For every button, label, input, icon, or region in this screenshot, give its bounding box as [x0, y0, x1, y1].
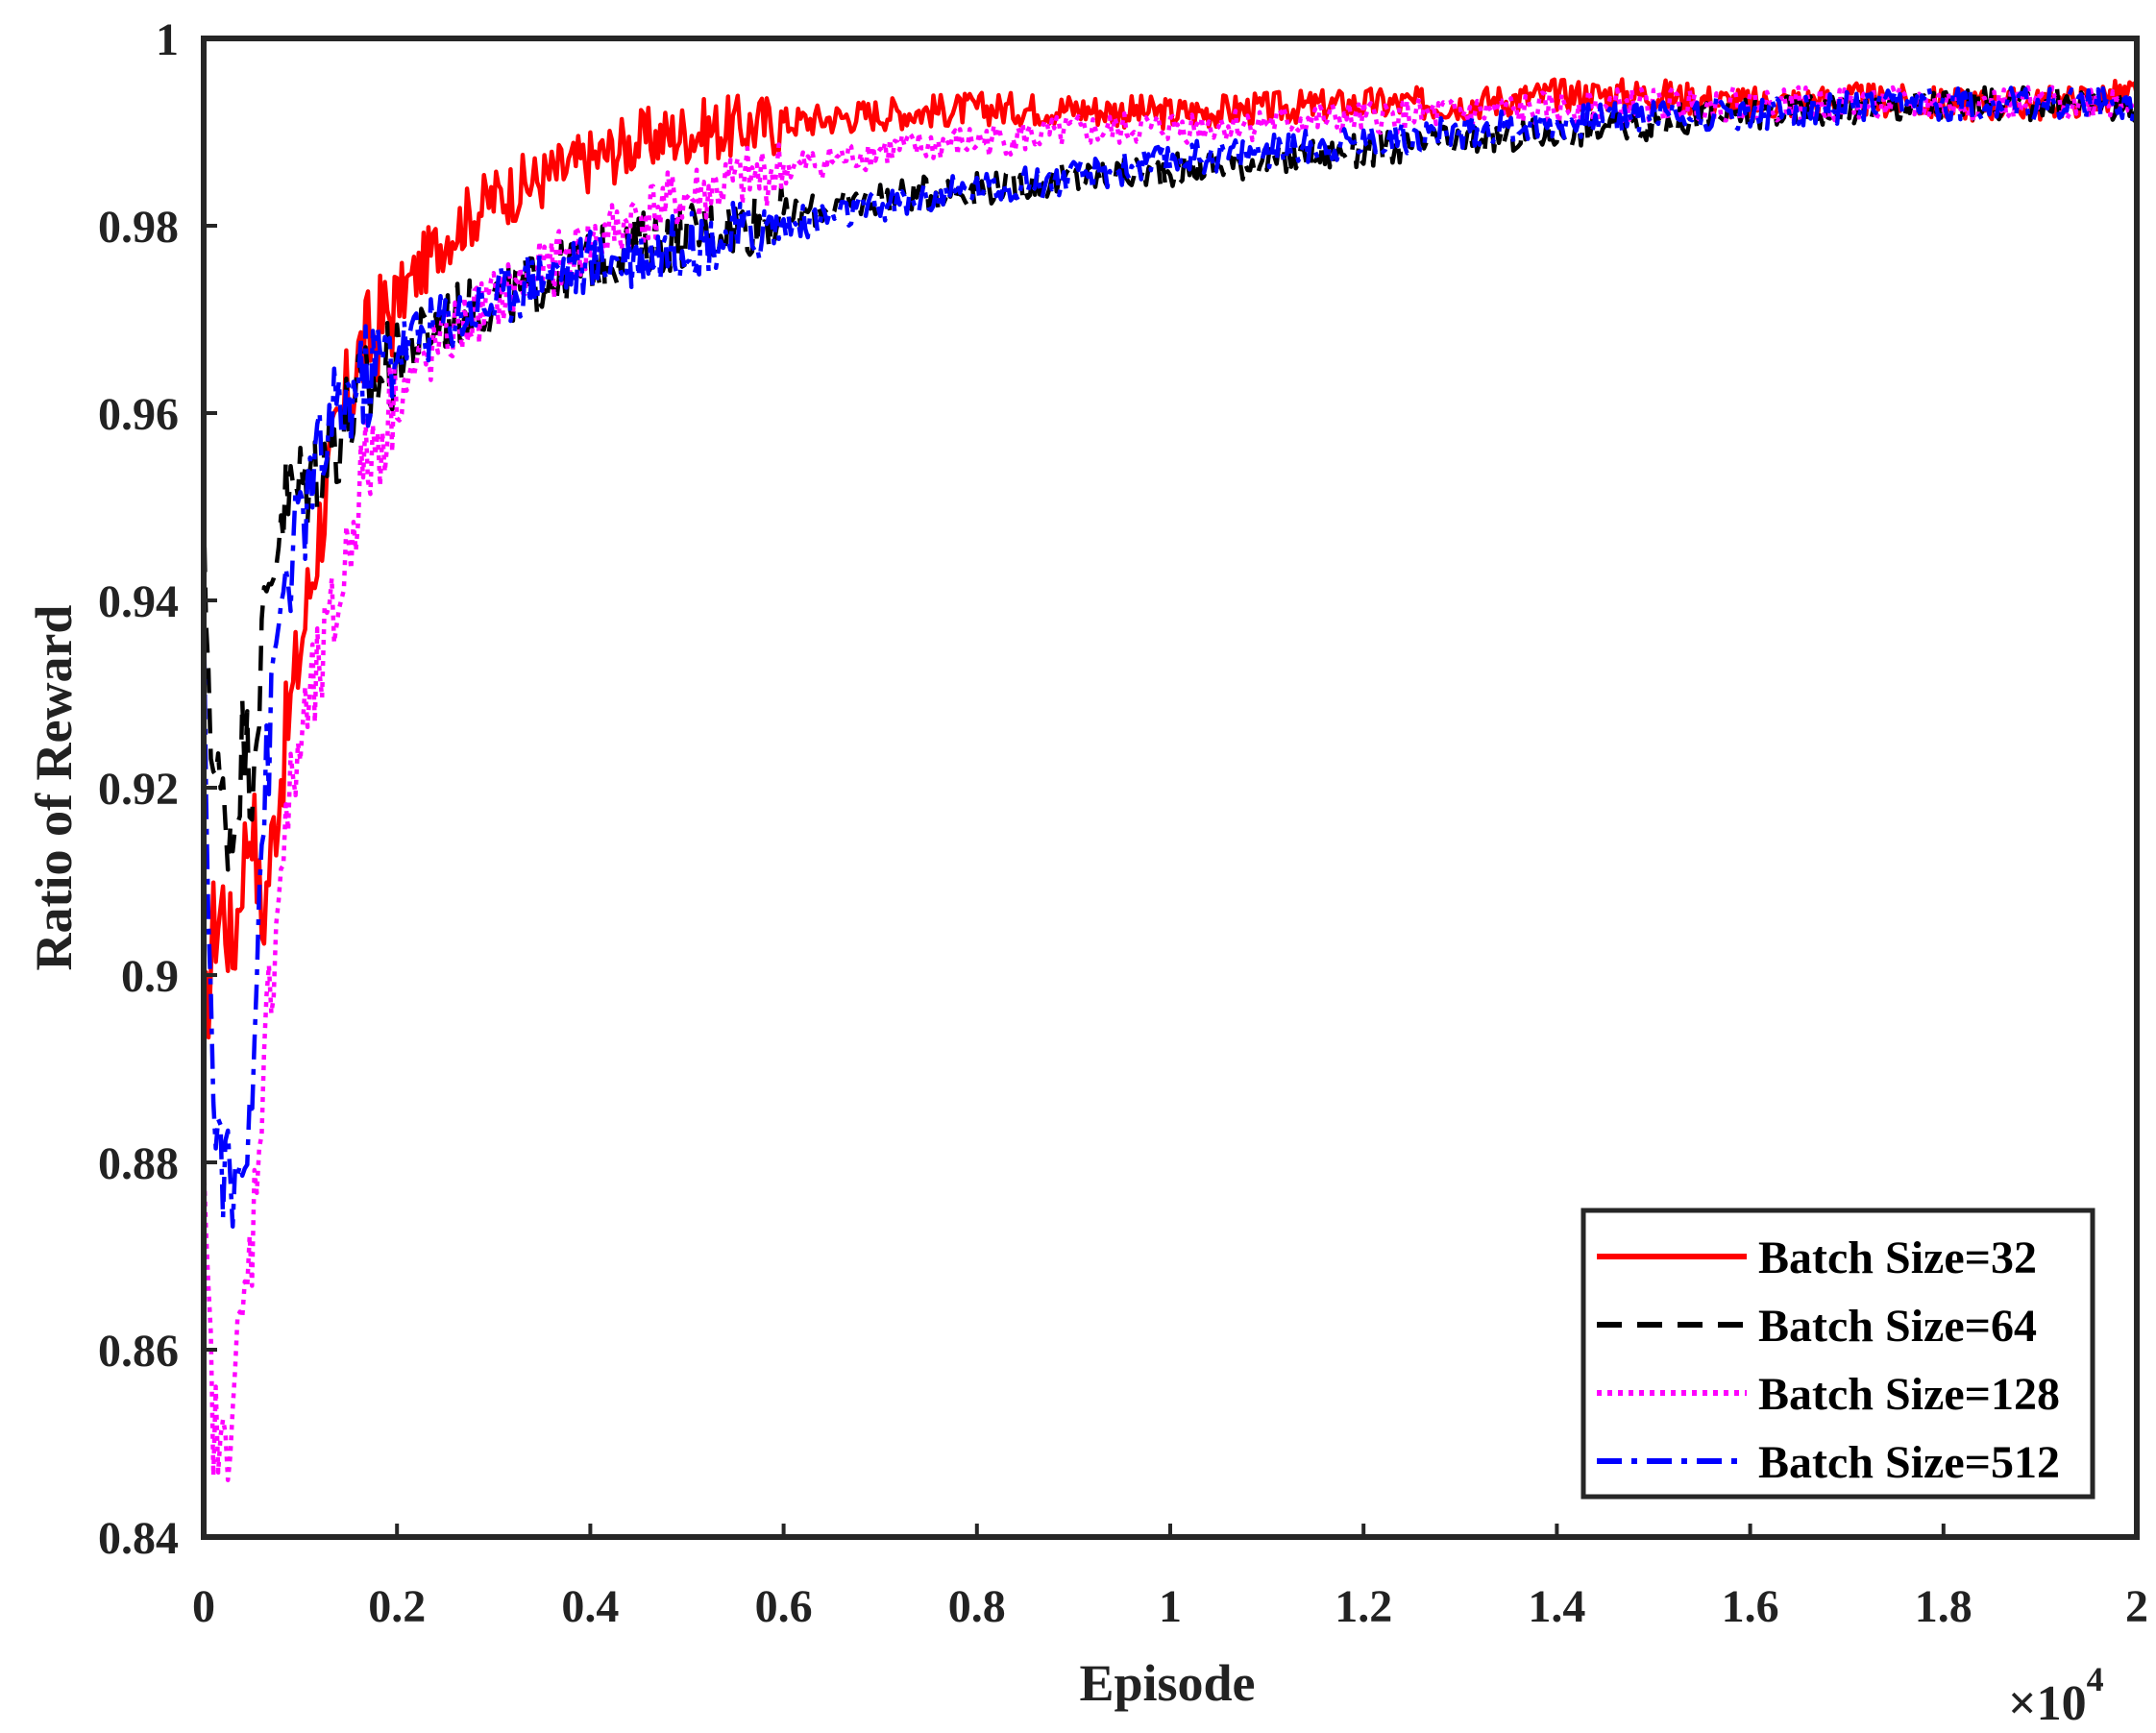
x-axis: 0 0.2 0.4 0.6 0.8 1 1.2 1.4 1.6 1.8 2 — [192, 1524, 2148, 1632]
y-tick-label: 0.94 — [98, 576, 179, 627]
y-axis-label: Ratio of Reward — [25, 605, 83, 971]
legend-entries: Batch Size=32 Batch Size=64 Batch Size=128… — [1597, 1233, 2060, 1488]
y-tick-label: 0.96 — [98, 389, 179, 440]
x-tick-label: 2 — [2125, 1581, 2148, 1632]
y-tick-label: 0.9 — [121, 951, 179, 1002]
series-layer — [201, 77, 2140, 1482]
legend-label: Batch Size=512 — [1758, 1437, 2060, 1488]
series-line — [201, 77, 2140, 1040]
y-tick-label: 0.86 — [98, 1326, 179, 1377]
x-tick-label: 1 — [1159, 1581, 1182, 1632]
x-tick-label: 0.4 — [561, 1581, 619, 1632]
x-axis-exponent-power: 4 — [2087, 1660, 2104, 1698]
x-tick-label: 0.6 — [755, 1581, 813, 1632]
series-line — [201, 85, 2140, 1229]
legend-label: Batch Size=128 — [1758, 1369, 2060, 1420]
x-tick-label: 1.4 — [1528, 1581, 1585, 1632]
x-tick-label: 0.2 — [368, 1581, 426, 1632]
x-tick-label: 1.6 — [1722, 1581, 1779, 1632]
y-tick-label: 0.92 — [98, 764, 179, 815]
legend: Batch Size=32 Batch Size=64 Batch Size=128… — [1580, 1208, 2095, 1500]
x-axis-label: Episode — [1079, 1654, 1255, 1712]
y-tick-label: 0.84 — [98, 1513, 179, 1564]
x-axis-exponent: ×104 — [2008, 1660, 2104, 1731]
legend-label: Batch Size=64 — [1758, 1301, 2037, 1352]
x-tick-label: 1.8 — [1915, 1581, 1972, 1632]
y-tick-label: 0.98 — [98, 202, 179, 253]
x-axis-exponent-base: ×10 — [2008, 1676, 2087, 1731]
x-tick-label: 0.8 — [948, 1581, 1006, 1632]
x-tick-label: 0 — [192, 1581, 215, 1632]
y-tick-label: 1 — [156, 14, 179, 65]
x-tick-label: 1.2 — [1335, 1581, 1392, 1632]
y-axis: 0.84 0.86 0.88 0.9 0.92 0.94 0.96 0.98 1 — [98, 14, 217, 1564]
legend-label: Batch Size=32 — [1758, 1233, 2037, 1283]
y-tick-label: 0.88 — [98, 1138, 179, 1189]
